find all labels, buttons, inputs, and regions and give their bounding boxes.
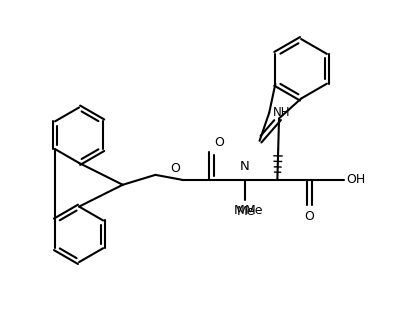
Text: Me: Me: [236, 204, 255, 218]
Text: N: N: [240, 160, 250, 173]
Text: Me: Me: [245, 204, 263, 217]
Text: O: O: [304, 210, 314, 223]
Text: O: O: [170, 162, 180, 175]
Text: O: O: [214, 136, 224, 149]
Text: OH: OH: [347, 173, 366, 186]
Text: NH: NH: [273, 106, 290, 119]
Text: M: M: [234, 204, 245, 217]
